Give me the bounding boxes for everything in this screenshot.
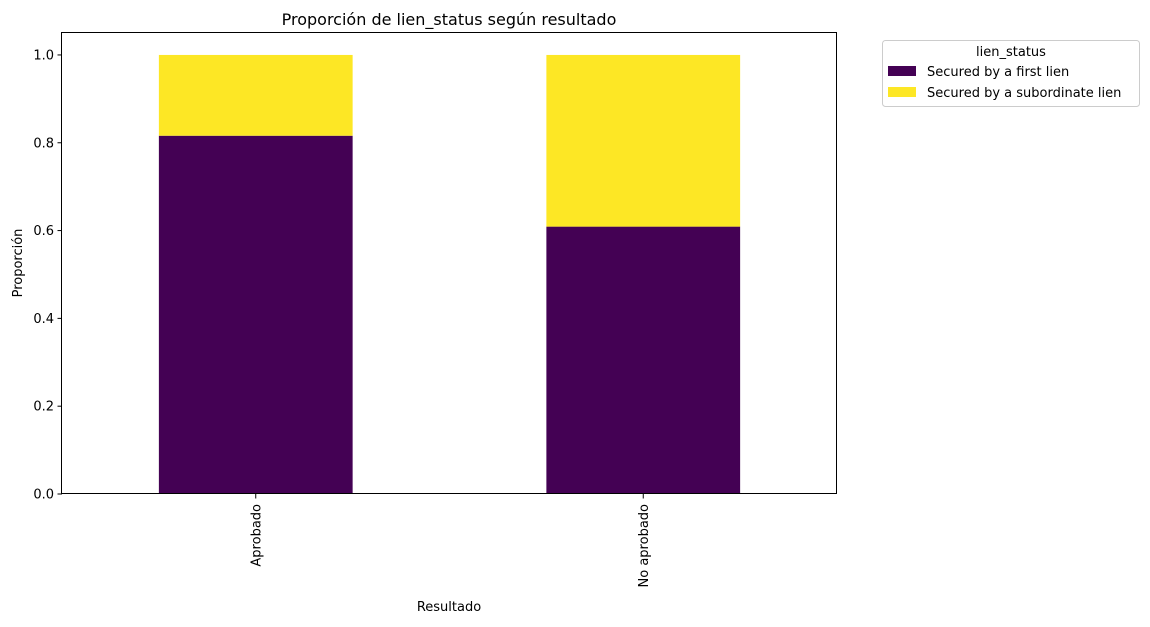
legend: lien_status Secured by a first lienSecur…: [882, 40, 1140, 107]
legend-title: lien_status: [976, 45, 1046, 60]
x-tick-label: No aprobado: [637, 504, 652, 588]
bar-segment-first-lien-aprobado: [158, 135, 353, 495]
legend-label: Secured by a subordinate lien: [927, 86, 1121, 101]
y-axis-ticks: 0.0 0.2 0.4 0.6 0.8 1.0: [33, 48, 62, 503]
y-tick-label: 0.2: [33, 400, 54, 415]
bars-layer: [158, 54, 741, 495]
y-tick-label: 0.8: [33, 136, 54, 151]
bar-segment-subordinate-lien-no-aprobado: [546, 54, 741, 227]
x-axis-ticks: Aprobado No aprobado: [249, 494, 652, 587]
x-tick-label: Aprobado: [249, 504, 264, 567]
plot-area-frame: [61, 32, 837, 494]
y-tick-label: 1.0: [33, 48, 54, 63]
legend-frame: [882, 40, 1140, 107]
bar-segment-first-lien-no-aprobado: [546, 226, 741, 494]
legend-label: Secured by a first lien: [927, 65, 1069, 80]
chart-title: Proporción de lien_status según resultad…: [282, 10, 617, 30]
y-tick-label: 0.0: [33, 488, 54, 503]
x-axis-label: Resultado: [417, 600, 481, 615]
legend-swatch: [888, 66, 916, 76]
legend-swatch: [888, 87, 916, 97]
y-axis-label: Proporción: [11, 229, 26, 298]
bar-segment-subordinate-lien-aprobado: [158, 54, 353, 136]
y-tick-label: 0.6: [33, 224, 54, 239]
legend-items: Secured by a first lien Secured by a subo…: [888, 65, 1121, 101]
y-tick-label: 0.4: [33, 312, 54, 327]
